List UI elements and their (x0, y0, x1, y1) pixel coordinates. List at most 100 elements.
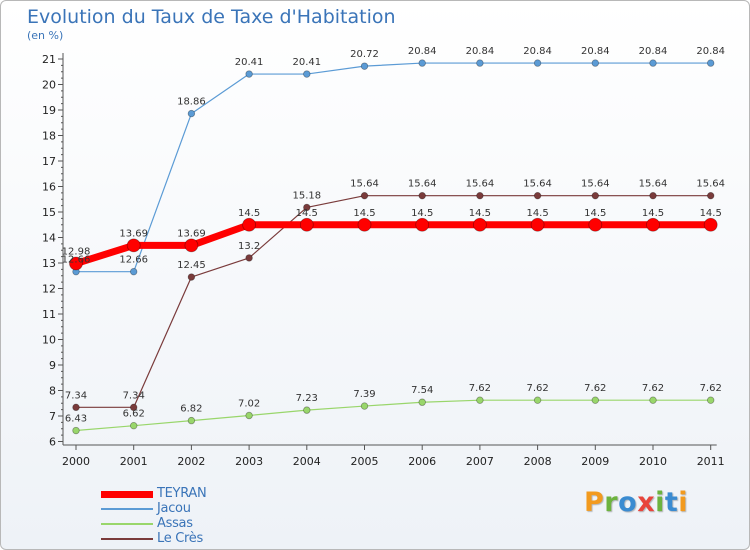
data-label-le-cr-s: 15.64 (408, 179, 437, 190)
data-point-le-cr-s (591, 191, 599, 200)
y-tick-label: 14 (42, 232, 56, 245)
y-tick-label: 10 (42, 334, 56, 347)
data-label-jacou: 20.84 (523, 46, 552, 57)
data-label-le-cr-s: 15.64 (350, 179, 379, 190)
data-label-le-cr-s: 15.64 (639, 179, 668, 190)
y-tick-label: 6 (49, 436, 56, 449)
series-line-assas (75, 399, 711, 432)
data-label-assas: 7.62 (700, 383, 722, 394)
y-tick-label: 19 (42, 104, 56, 117)
data-label-assas: 7.54 (411, 385, 433, 396)
data-label-assas: 7.02 (238, 398, 260, 409)
data-label-le-cr-s: 15.18 (292, 190, 321, 201)
data-label-assas: 7.39 (353, 389, 375, 400)
y-tick-label: 21 (42, 53, 56, 66)
y-tick-label: 20 (42, 79, 56, 92)
data-label-jacou: 20.84 (639, 46, 668, 57)
y-tick-label: 11 (42, 308, 56, 321)
data-label-assas: 7.62 (526, 383, 548, 394)
data-label-teyran: 14.5 (526, 208, 548, 219)
chart-axes (58, 53, 717, 450)
data-point-assas (72, 426, 80, 435)
series-lines (74, 62, 711, 432)
legend-swatch-teyran (101, 490, 153, 498)
series-line-le-cr-s (76, 195, 711, 408)
data-label-assas: 6.62 (123, 409, 145, 420)
data-label-teyran: 14.5 (353, 208, 375, 219)
data-labels: 12.66 12.66 18.86 20.41 20.41 20.72 20.84 20.84… (62, 46, 725, 424)
data-point-assas (187, 416, 196, 425)
data-point-assas (707, 396, 715, 404)
data-point-jacou (418, 59, 426, 67)
data-label-jacou: 20.84 (466, 46, 495, 57)
data-point-le-cr-s (476, 191, 484, 200)
data-point-teyran (357, 217, 372, 232)
series-line-jacou (76, 62, 711, 273)
y-tick-label: 8 (49, 385, 56, 398)
data-point-teyran (299, 217, 314, 232)
data-point-le-cr-s (72, 403, 80, 412)
data-label-teyran: 14.5 (642, 208, 664, 219)
x-tick-label: 2000 (62, 455, 90, 468)
data-label-teyran: 14.5 (296, 208, 318, 219)
x-tick-label: 2007 (466, 455, 494, 468)
data-label-teyran: 12.98 (62, 247, 91, 258)
data-point-jacou (591, 59, 599, 67)
data-label-jacou: 12.66 (119, 255, 148, 266)
data-label-teyran: 14.5 (584, 208, 606, 219)
data-label-assas: 6.43 (65, 414, 87, 425)
data-label-jacou: 20.72 (350, 49, 379, 60)
legend-swatch-assas (101, 523, 153, 525)
data-label-le-cr-s: 13.2 (238, 241, 260, 252)
data-point-teyran (184, 238, 199, 253)
data-point-le-cr-s (245, 254, 253, 262)
data-label-assas: 7.23 (296, 393, 318, 404)
data-point-assas (303, 406, 311, 414)
data-point-teyran (69, 256, 83, 271)
x-tick-label: 2011 (697, 455, 725, 468)
data-point-teyran (472, 217, 487, 232)
data-label-teyran: 14.5 (238, 208, 260, 219)
data-label-assas: 6.82 (180, 404, 202, 415)
legend-label-assas: Assas (157, 516, 193, 531)
y-tick-label: 15 (42, 206, 56, 219)
y-axis-labels: 6 7 8 9 10 11 12 13 14 15 16 17 18 19 20 21 (42, 53, 56, 449)
data-point-assas (360, 402, 369, 410)
x-tick-label: 2008 (524, 455, 552, 468)
data-label-le-cr-s: 7.34 (123, 390, 145, 401)
data-point-teyran (242, 217, 257, 232)
x-tick-label: 2006 (408, 455, 436, 468)
data-label-le-cr-s: 15.64 (466, 179, 495, 190)
data-point-assas (129, 421, 138, 430)
data-label-teyran: 14.5 (700, 208, 722, 219)
data-label-assas: 7.62 (642, 383, 664, 394)
data-point-assas (245, 411, 253, 420)
data-label-le-cr-s: 15.64 (523, 179, 552, 190)
data-point-le-cr-s (129, 403, 138, 412)
legend-label-jacou: Jacou (157, 501, 191, 516)
data-point-le-cr-s (360, 191, 369, 200)
series-line-teyran (74, 221, 711, 267)
data-point-le-cr-s (707, 191, 715, 200)
x-tick-label: 2003 (235, 455, 263, 468)
y-tick-label: 9 (49, 359, 56, 372)
x-tick-label: 2004 (293, 455, 321, 468)
x-tick-label: 2001 (120, 455, 148, 468)
x-axis-labels: 2000 2001 2002 2003 2004 2005 2006 2007 2008 2009… (62, 455, 725, 468)
data-point-le-cr-s (187, 273, 196, 281)
data-point-teyran (530, 217, 545, 232)
y-tick-label: 18 (42, 130, 56, 143)
x-tick-label: 2010 (639, 455, 667, 468)
data-label-jacou: 12.66 (62, 255, 91, 266)
data-point-assas (533, 396, 542, 404)
x-tick-label: 2005 (351, 455, 379, 468)
series-points (69, 59, 718, 435)
data-point-jacou (360, 62, 369, 70)
data-point-jacou (303, 70, 311, 78)
data-label-jacou: 20.41 (292, 57, 321, 68)
data-point-le-cr-s (533, 191, 542, 200)
data-point-jacou (707, 59, 715, 67)
data-label-teyran: 14.5 (411, 208, 433, 219)
